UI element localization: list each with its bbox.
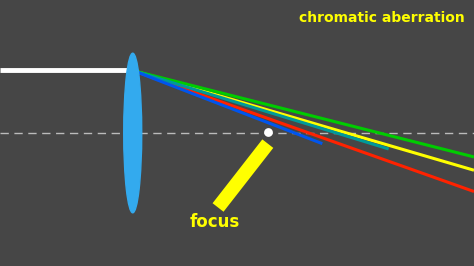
Text: focus: focus bbox=[190, 213, 240, 231]
Ellipse shape bbox=[124, 53, 142, 213]
Text: chromatic aberration: chromatic aberration bbox=[299, 11, 465, 25]
Point bbox=[264, 130, 272, 134]
